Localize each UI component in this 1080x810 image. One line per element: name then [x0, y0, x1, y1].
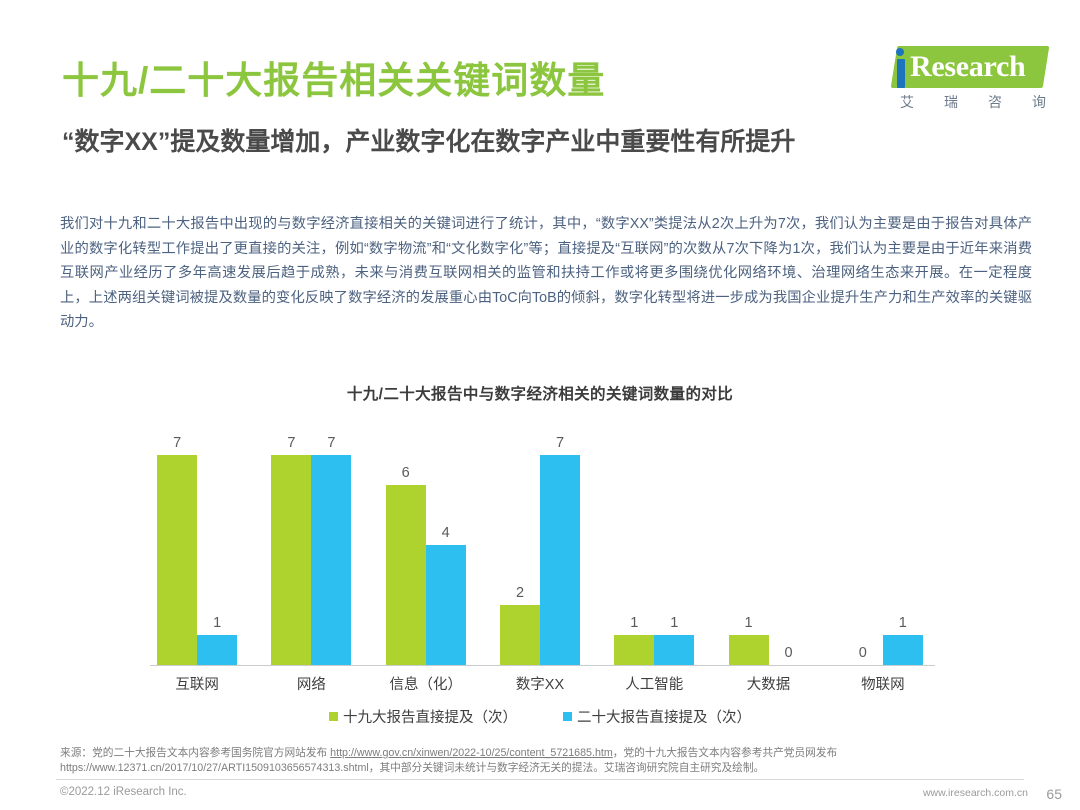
- chart-bar-slot: 7: [157, 425, 198, 665]
- chart-bar[interactable]: [425, 545, 466, 665]
- chart-bar-value-label: 6: [401, 465, 410, 481]
- body-paragraph: 我们对十九和二十大报告中出现的与数字经济直接相关的关键词进行了统计，其中，“数字…: [60, 216, 1032, 331]
- chart-bar[interactable]: [157, 455, 198, 665]
- chart-bar[interactable]: [197, 635, 238, 665]
- chart-legend-item[interactable]: 十九大报告直接提及（次）: [329, 706, 517, 727]
- chart-bar-slot: 0: [769, 425, 809, 665]
- iresearch-logo: Research 艾 瑞 咨 询: [876, 44, 1050, 116]
- page-number: 65: [1046, 786, 1062, 802]
- chart-x-label: 信息（化）: [389, 677, 462, 693]
- logo-wordmark: Research: [910, 50, 1026, 83]
- footer: ©2022.12 iResearch Inc. www.iresearch.co…: [0, 784, 1080, 808]
- source-prefix: 来源：党的二十大报告文本内容参考国务院官方网站发布: [60, 747, 331, 759]
- chart-legend-swatch: [329, 712, 338, 721]
- chart-bar-slot: 6: [385, 425, 426, 665]
- logo-chinese-char-2: 瑞: [944, 94, 958, 110]
- logo-badge: Research: [876, 44, 1050, 90]
- chart-bar-slot: 1: [728, 425, 769, 665]
- chart-bar-slot: 7: [311, 425, 352, 665]
- source-link-12371[interactable]: https://www.12371.cn/2017/10/27/ARTI1509…: [60, 762, 369, 774]
- logo-i-stem-icon: [897, 59, 905, 88]
- chart-bar-value-label: 1: [213, 615, 222, 631]
- chart-title: 十九/二十大报告中与数字经济相关的关键词数量的对比: [346, 386, 734, 403]
- chart-bar-slot: 7: [271, 425, 312, 665]
- page-subtitle: “数字XX”提及数量增加，产业数字化在数字产业中重要性有所提升: [62, 128, 796, 156]
- chart-x-label: 数字XX: [515, 677, 565, 693]
- chart-bar[interactable]: [499, 605, 540, 665]
- chart-bar[interactable]: [539, 455, 580, 665]
- chart-bar-value-label: 7: [555, 435, 565, 451]
- chart-bar-slot: 1: [882, 425, 923, 665]
- logo-chinese-char-1: 艾: [900, 94, 914, 110]
- chart-bar[interactable]: [311, 455, 352, 665]
- source-note: 来源：党的二十大报告文本内容参考国务院官方网站发布 http://www.gov…: [60, 746, 1032, 776]
- chart-bar-value-label: 4: [441, 525, 450, 541]
- chart-bar-slot: 1: [197, 425, 238, 665]
- footer-website: www.iresearch.com.cn: [922, 787, 1028, 799]
- chart-bar-value-label: 1: [670, 615, 679, 631]
- chart-legend: 十九大报告直接提及（次） 二十大报告直接提及（次）: [0, 706, 1080, 727]
- chart-bar-slot: 2: [499, 425, 540, 665]
- footer-copyright: ©2022.12 iResearch Inc.: [60, 786, 187, 798]
- chart-bar-value-label: 1: [630, 615, 639, 631]
- chart-bar[interactable]: [385, 485, 426, 665]
- chart-bar-value-label: 0: [858, 645, 867, 661]
- chart-legend-swatch: [563, 712, 572, 721]
- chart-bar-value-label: 0: [784, 645, 793, 661]
- source-middle: ，党的十九大报告文本内容参考共产党员网发布: [612, 747, 838, 759]
- chart-bar-value-label: 2: [515, 585, 525, 601]
- chart-x-label: 网络: [296, 677, 326, 693]
- chart-bar[interactable]: [882, 635, 923, 665]
- chart-bar[interactable]: [614, 635, 655, 665]
- chart-legend-label: 十九大报告直接提及（次）: [343, 710, 517, 726]
- chart-bar-slot: 0: [843, 425, 883, 665]
- chart-bar-value-label: 7: [287, 435, 296, 451]
- chart-bar-slot: 7: [539, 425, 580, 665]
- footer-divider: [56, 779, 1024, 780]
- chart-bar-slot: 1: [614, 425, 655, 665]
- chart-bar[interactable]: [271, 455, 312, 665]
- chart-bar-slot: 4: [425, 425, 466, 665]
- chart-x-label: 物联网: [861, 677, 905, 693]
- chart-bar-value-label: 7: [327, 435, 336, 451]
- chart-bar-value-label: 1: [744, 615, 753, 631]
- chart-legend-item[interactable]: 二十大报告直接提及（次）: [563, 706, 751, 727]
- chart-bar-value-label: 7: [173, 435, 182, 451]
- logo-chinese-name: 艾 瑞 咨 询: [900, 92, 1046, 112]
- chart-x-axis-line: [150, 665, 935, 666]
- chart-x-label: 人工智能: [625, 677, 684, 693]
- source-link-gov[interactable]: http://www.gov.cn/xinwen/2022-10/25/cont…: [330, 747, 613, 759]
- logo-chinese-char-3: 咨: [988, 94, 1002, 110]
- chart-bar[interactable]: [728, 635, 769, 665]
- chart-bar-slot: 1: [654, 425, 695, 665]
- logo-chinese-char-4: 询: [1032, 94, 1046, 110]
- chart-bar-value-label: 1: [898, 615, 907, 631]
- logo-i-dot-icon: [896, 48, 904, 56]
- chart-legend-label: 二十大报告直接提及（次）: [577, 710, 751, 726]
- page-title: 十九/二十大报告相关关键词数量: [62, 60, 606, 101]
- source-suffix: ，其中部分关键词未统计与数字经济无关的提法。艾瑞咨询研究院自主研究及绘制。: [368, 762, 765, 774]
- chart-x-label: 大数据: [746, 677, 791, 693]
- chart-x-label: 互联网: [175, 677, 219, 693]
- chart-x-axis-labels: 互联网 网络 信息（化） 数字XX 人工智能 大数据 物联网: [140, 673, 940, 694]
- chart-bar[interactable]: [654, 635, 695, 665]
